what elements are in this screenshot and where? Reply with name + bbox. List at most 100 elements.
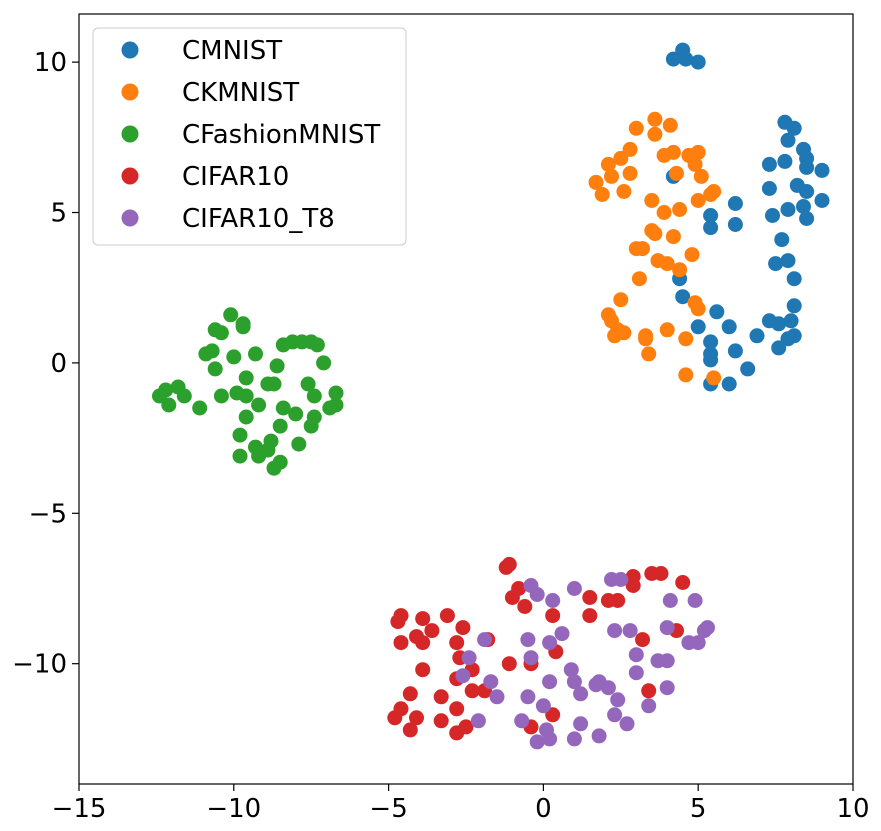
point-cifar10-t8-6 bbox=[662, 593, 678, 608]
x-tick-label-4: 5 bbox=[690, 794, 707, 824]
point-cmnist-22 bbox=[703, 208, 719, 223]
point-cfashionmnist-31 bbox=[192, 400, 208, 416]
point-cifar10-42 bbox=[449, 701, 465, 717]
point-ckmnist-46 bbox=[678, 331, 694, 347]
point-cifar10-30 bbox=[501, 656, 517, 672]
point-cfashionmnist-40 bbox=[303, 418, 319, 434]
point-cifar10-40 bbox=[393, 701, 409, 717]
point-ckmnist-48 bbox=[678, 367, 694, 383]
point-cifar10-19 bbox=[424, 623, 440, 639]
point-cmnist-43 bbox=[727, 343, 743, 359]
point-cifar10-t8-4 bbox=[529, 587, 545, 602]
points-layer bbox=[152, 42, 830, 750]
point-cmnist-6 bbox=[780, 132, 796, 148]
point-cfashionmnist-35 bbox=[328, 397, 344, 413]
legend-marker-2 bbox=[121, 125, 139, 143]
point-cmnist-39 bbox=[749, 328, 765, 344]
legend-label-4: CIFAR10_T8 bbox=[182, 204, 335, 234]
point-ckmnist-1 bbox=[628, 120, 644, 136]
point-cifar10-t8-13 bbox=[696, 623, 712, 639]
point-cifar10-5 bbox=[675, 575, 691, 590]
point-cfashionmnist-12 bbox=[226, 349, 242, 365]
x-tick-label-3: 0 bbox=[535, 794, 552, 824]
legend-marker-0 bbox=[121, 41, 139, 59]
point-cifar10-t8-34 bbox=[489, 689, 505, 705]
point-cifar10-t8-35 bbox=[520, 689, 536, 705]
point-cifar10-t8-31 bbox=[600, 680, 616, 696]
point-ckmnist-14 bbox=[669, 165, 684, 181]
point-cmnist-10 bbox=[777, 153, 793, 169]
plot-frame bbox=[78, 13, 854, 785]
point-cfashionmnist-8 bbox=[285, 334, 301, 350]
point-cifar10-t8-21 bbox=[523, 650, 539, 666]
legend-marker-4 bbox=[121, 209, 139, 227]
point-cifar10-49 bbox=[641, 683, 657, 699]
point-cifar10-20 bbox=[455, 620, 471, 636]
point-ckmnist-31 bbox=[659, 256, 675, 272]
point-cmnist-19 bbox=[780, 202, 796, 217]
point-cifar10-t8-37 bbox=[535, 698, 551, 714]
point-cmnist-48 bbox=[721, 376, 737, 392]
point-ckmnist-22 bbox=[690, 193, 706, 208]
point-cfashionmnist-17 bbox=[238, 370, 254, 386]
point-cifar10-11 bbox=[517, 599, 533, 614]
legend-label-3: CIFAR10 bbox=[182, 162, 289, 192]
point-cmnist-28 bbox=[768, 256, 784, 272]
point-ckmnist-35 bbox=[613, 292, 629, 308]
point-cifar10-t8-48 bbox=[470, 713, 486, 729]
point-cifar10-t8-23 bbox=[650, 653, 666, 669]
point-ckmnist-32 bbox=[684, 247, 700, 263]
point-cifar10-t8-5 bbox=[545, 593, 561, 608]
point-ckmnist-12 bbox=[622, 165, 638, 181]
point-cmnist-35 bbox=[771, 316, 787, 332]
point-cfashionmnist-23 bbox=[328, 385, 344, 401]
point-cifar10-t8-18 bbox=[690, 635, 706, 651]
point-cifar10-t8-26 bbox=[455, 668, 471, 684]
point-cfashionmnist-29 bbox=[306, 388, 322, 404]
point-cifar10-t8-11 bbox=[622, 623, 638, 639]
point-cmnist-9 bbox=[761, 156, 777, 172]
point-cifar10-24 bbox=[393, 635, 409, 651]
point-ckmnist-43 bbox=[607, 328, 623, 344]
point-ckmnist-23 bbox=[672, 202, 688, 217]
legend-marker-1 bbox=[121, 83, 139, 101]
point-ckmnist-7 bbox=[656, 147, 672, 163]
point-cifar10-41 bbox=[409, 710, 424, 726]
point-cmnist-3 bbox=[690, 54, 706, 70]
point-cifar10-3 bbox=[653, 566, 669, 581]
point-cfashionmnist-26 bbox=[213, 388, 229, 404]
point-cfashionmnist-13 bbox=[248, 346, 263, 362]
point-ckmnist-45 bbox=[638, 331, 654, 347]
point-cifar10-16 bbox=[390, 614, 406, 630]
point-ckmnist-16 bbox=[588, 174, 604, 190]
point-cifar10-32 bbox=[415, 662, 431, 678]
point-ckmnist-20 bbox=[703, 187, 719, 202]
legend-marker-3 bbox=[121, 167, 139, 185]
point-cifar10-t8-42 bbox=[619, 716, 635, 732]
y-tick-label-0: −10 bbox=[12, 650, 67, 680]
point-cfashionmnist-38 bbox=[288, 406, 304, 422]
point-ckmnist-40 bbox=[659, 322, 675, 338]
y-tick-label-1: −5 bbox=[29, 499, 67, 529]
point-cifar10-t8-38 bbox=[607, 707, 623, 723]
point-cmnist-49 bbox=[771, 340, 787, 356]
point-cfashionmnist-46 bbox=[232, 448, 248, 464]
point-ckmnist-29 bbox=[635, 241, 650, 257]
point-cifar10-t8-24 bbox=[563, 662, 579, 678]
point-ckmnist-33 bbox=[672, 262, 688, 278]
point-cmnist-33 bbox=[709, 304, 725, 320]
point-cifar10-t8-9 bbox=[659, 620, 675, 636]
x-tick-label-2: −5 bbox=[369, 794, 407, 824]
point-cifar10-45 bbox=[449, 725, 465, 741]
point-cifar10-34 bbox=[464, 683, 480, 699]
point-ckmnist-47 bbox=[641, 346, 657, 362]
point-ckmnist-27 bbox=[665, 229, 681, 245]
point-cifar10-37 bbox=[402, 686, 418, 702]
point-ckmnist-26 bbox=[647, 226, 663, 242]
point-cfashionmnist-39 bbox=[272, 418, 288, 434]
point-cmnist-42 bbox=[703, 334, 719, 350]
point-cifar10-t8-46 bbox=[566, 731, 582, 747]
point-cfashionmnist-49 bbox=[266, 460, 282, 476]
legend-box bbox=[92, 27, 407, 246]
point-cmnist-20 bbox=[796, 199, 811, 214]
